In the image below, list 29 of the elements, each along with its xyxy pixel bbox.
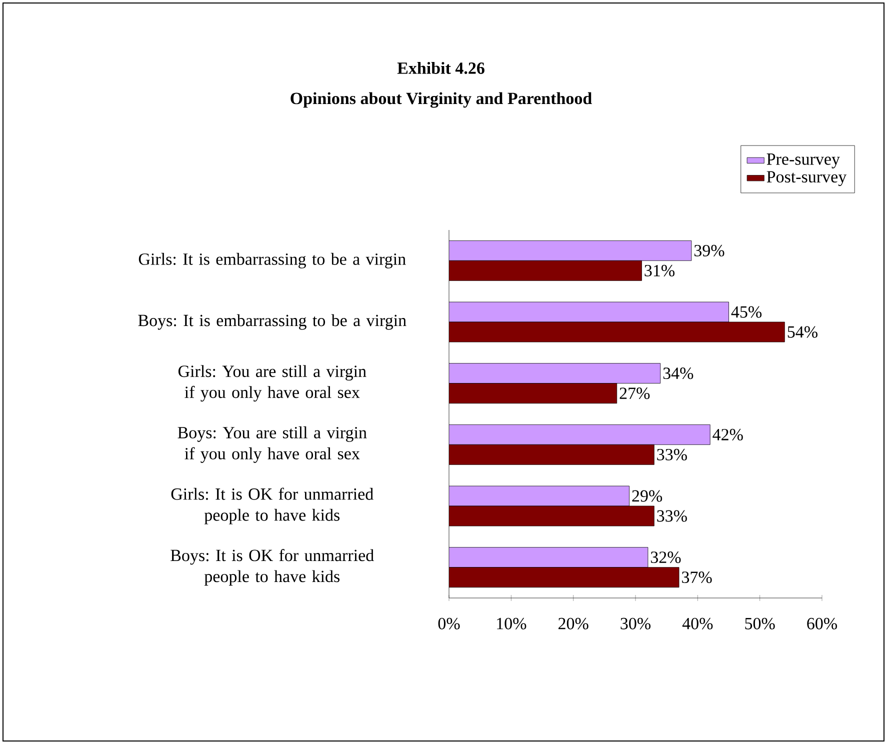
data-label: 45% xyxy=(731,306,762,318)
data-label: 29% xyxy=(632,490,662,502)
data-label: 37% xyxy=(682,572,712,584)
data-label: 39% xyxy=(694,244,724,256)
data-label: 42% xyxy=(712,428,743,440)
y-tick-label: Girls: You are still a virgin if you only have oral sex xyxy=(178,365,366,402)
data-label: 32% xyxy=(650,552,681,564)
x-tick-label: 50% xyxy=(745,618,775,630)
legend-label: Pre-survey xyxy=(766,154,840,168)
x-tick-label: 40% xyxy=(682,618,713,630)
x-tick-label: 0% xyxy=(438,618,460,630)
chart-title: Exhibit 4.26 xyxy=(397,62,484,74)
y-tick-label: Girls: It is embarrassing to be a virgin xyxy=(138,252,406,268)
data-label: 33% xyxy=(657,510,687,522)
y-tick-label: Boys: You are still a virgin if you only have oral sex xyxy=(178,426,367,463)
x-tick-label: 30% xyxy=(620,618,650,630)
data-label: 54% xyxy=(788,326,818,338)
data-label: 34% xyxy=(663,368,694,380)
y-tick-label: Girls: It is OK for unmarried people to have kids xyxy=(171,488,374,524)
x-tick-label: 10% xyxy=(497,618,526,630)
x-tick-label: 60% xyxy=(807,618,837,630)
y-tick-label: Boys: It is OK for unmarried people to have kids xyxy=(170,549,374,586)
data-label: 27% xyxy=(620,388,650,400)
data-label: 31% xyxy=(644,264,674,276)
y-tick-label: Boys: It is embarrassing to be a virgin xyxy=(138,314,406,330)
legend-label: Post-survey xyxy=(766,171,847,186)
chart-subtitle: Opinions about Virginity and Parenthood xyxy=(290,92,592,108)
data-label: 33% xyxy=(657,448,687,460)
x-tick-label: 20% xyxy=(558,618,588,630)
